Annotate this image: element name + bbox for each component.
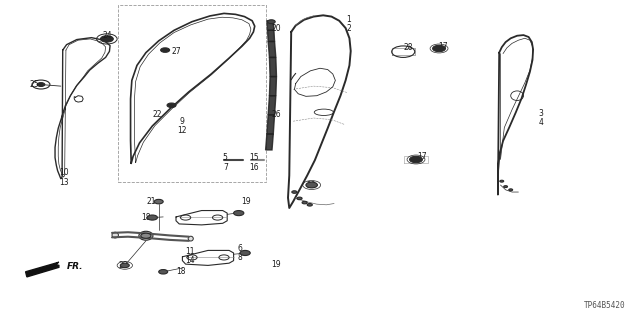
Circle shape	[234, 211, 244, 216]
Text: 2: 2	[346, 24, 351, 33]
Circle shape	[154, 199, 163, 204]
Circle shape	[167, 103, 176, 108]
Text: 13: 13	[59, 178, 69, 187]
Circle shape	[292, 191, 297, 193]
Text: 15: 15	[249, 153, 259, 162]
Text: 20: 20	[271, 24, 282, 33]
Polygon shape	[268, 30, 275, 41]
Polygon shape	[267, 21, 274, 30]
Circle shape	[161, 48, 170, 52]
Circle shape	[410, 156, 422, 163]
Polygon shape	[26, 262, 59, 277]
Circle shape	[433, 45, 445, 52]
Text: 18: 18	[141, 213, 150, 222]
Circle shape	[306, 182, 317, 188]
Circle shape	[100, 36, 113, 42]
Text: 16: 16	[249, 163, 259, 172]
Text: 1: 1	[346, 15, 351, 24]
Circle shape	[120, 263, 129, 268]
Text: 19: 19	[241, 197, 252, 206]
Text: 21: 21	[147, 197, 156, 206]
Ellipse shape	[112, 232, 118, 238]
Polygon shape	[268, 96, 276, 115]
Circle shape	[147, 215, 157, 220]
Text: 7: 7	[223, 163, 228, 172]
Ellipse shape	[188, 236, 193, 241]
Text: 17: 17	[417, 152, 428, 161]
Text: 5: 5	[223, 153, 228, 162]
Circle shape	[141, 233, 151, 238]
Text: 3: 3	[538, 109, 543, 118]
Text: 17: 17	[438, 42, 448, 51]
Polygon shape	[269, 77, 276, 96]
Text: 8: 8	[237, 253, 243, 262]
Circle shape	[268, 20, 275, 24]
Polygon shape	[267, 115, 275, 134]
Text: 23: 23	[307, 181, 317, 189]
Text: 27: 27	[171, 47, 181, 56]
Text: TP64B5420: TP64B5420	[584, 301, 626, 310]
Text: 26: 26	[271, 110, 282, 119]
Polygon shape	[269, 57, 276, 77]
Circle shape	[500, 180, 504, 182]
Text: 18: 18	[177, 267, 186, 276]
Text: 9: 9	[180, 117, 185, 126]
Text: 28: 28	[404, 43, 413, 52]
Circle shape	[302, 201, 307, 204]
Circle shape	[240, 250, 250, 256]
Circle shape	[159, 270, 168, 274]
Circle shape	[504, 186, 508, 188]
Polygon shape	[266, 134, 273, 150]
Text: 10: 10	[59, 168, 69, 177]
Ellipse shape	[139, 231, 153, 240]
Text: 19: 19	[271, 260, 282, 269]
Text: 25: 25	[29, 80, 39, 89]
Text: 24: 24	[102, 31, 113, 40]
Text: 14: 14	[185, 256, 195, 265]
Text: 22: 22	[152, 110, 161, 119]
Text: 6: 6	[237, 244, 243, 253]
Text: 4: 4	[538, 118, 543, 127]
Text: 12: 12	[178, 126, 187, 135]
Circle shape	[297, 197, 302, 200]
Text: 11: 11	[186, 247, 195, 256]
Text: 29: 29	[118, 261, 129, 270]
Circle shape	[509, 189, 513, 191]
Polygon shape	[268, 41, 276, 57]
Text: FR.: FR.	[67, 262, 84, 271]
Circle shape	[37, 83, 45, 86]
Circle shape	[307, 204, 312, 206]
Bar	[118, 5, 266, 182]
